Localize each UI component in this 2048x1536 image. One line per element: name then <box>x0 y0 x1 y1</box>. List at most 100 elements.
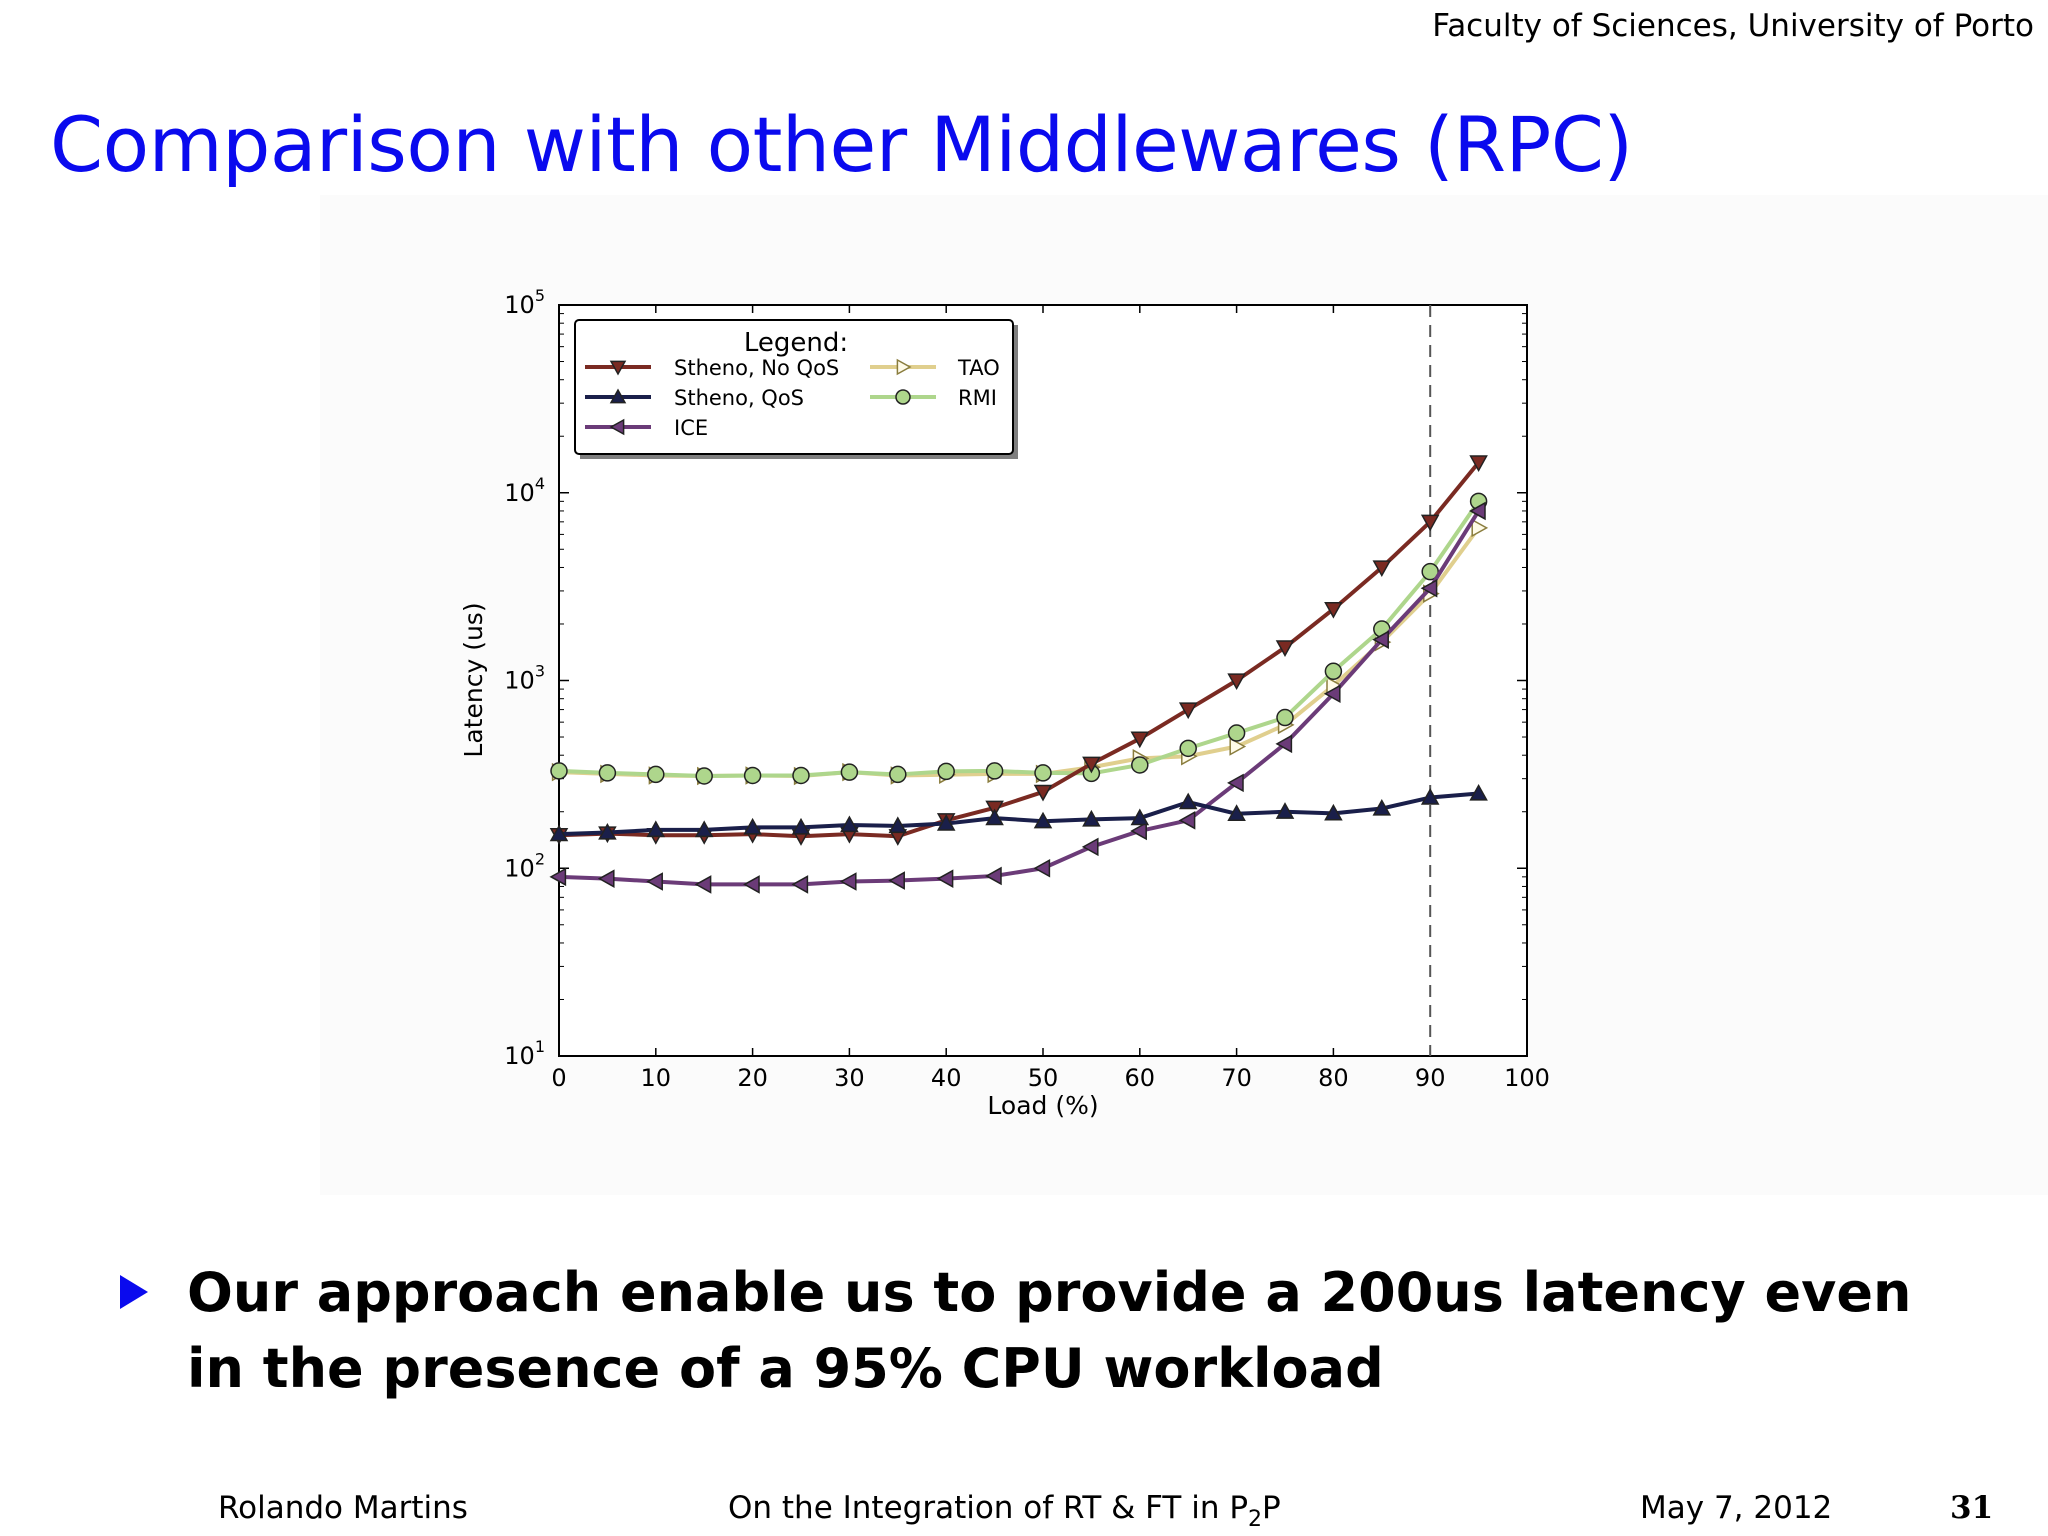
data-point <box>792 766 810 785</box>
x-tick-label: 80 <box>1318 1064 1349 1092</box>
data-point <box>985 866 1002 886</box>
data-point <box>1469 455 1488 472</box>
data-point <box>791 875 809 894</box>
data-point <box>1275 640 1295 657</box>
y-tick-label: 101 <box>504 1037 545 1070</box>
data-point <box>1179 739 1197 758</box>
data-point <box>1324 662 1343 681</box>
y-tick-exponent: 5 <box>535 286 545 305</box>
data-point <box>1372 630 1389 649</box>
legend-item: TAO <box>870 356 1000 380</box>
data-point <box>1421 562 1439 581</box>
y-tick-label: 103 <box>504 662 545 695</box>
data-point <box>1178 811 1196 830</box>
footer-author: Rolando Martins <box>218 1490 468 1526</box>
data-point <box>1469 501 1486 521</box>
data-point <box>694 875 712 894</box>
footer-talk-prefix: On the Integration of RT & FT in P <box>728 1490 1249 1526</box>
y-tick-base: 10 <box>504 667 535 695</box>
data-point <box>840 815 859 833</box>
x-tick-label: 100 <box>1504 1064 1550 1092</box>
x-tick-label: 60 <box>1125 1064 1156 1092</box>
series-line <box>558 509 1481 887</box>
data-point <box>1034 764 1052 782</box>
data-point <box>1227 724 1246 742</box>
x-tick-label: 90 <box>1415 1064 1446 1092</box>
data-point <box>1178 792 1198 810</box>
data-point <box>1420 514 1440 532</box>
footer-date: May 7, 2012 <box>1640 1490 1833 1526</box>
footer-talk-subscript: 2 <box>1248 1507 1263 1532</box>
data-point <box>1420 578 1438 598</box>
data-point <box>840 763 859 781</box>
y-tick-base: 10 <box>504 291 535 319</box>
y-tick-label: 105 <box>504 286 545 319</box>
footer-talk-suffix: P <box>1262 1490 1281 1526</box>
data-point <box>1081 837 1099 857</box>
data-point <box>937 762 955 781</box>
data-point <box>549 824 569 842</box>
legend-label: Stheno, QoS <box>674 386 804 410</box>
data-point <box>1323 684 1341 704</box>
data-point <box>598 822 617 840</box>
data-point <box>1276 708 1294 727</box>
data-point <box>743 766 762 785</box>
data-point <box>609 360 627 376</box>
data-point <box>647 765 665 784</box>
legend-title: Legend: <box>744 328 848 358</box>
legend-label: ICE <box>674 416 708 440</box>
y-tick-label: 102 <box>504 849 545 882</box>
legend-item: ICE <box>585 416 708 440</box>
legend-label: TAO <box>957 356 1000 380</box>
data-point <box>1324 803 1343 821</box>
legend-label: Stheno, No QoS <box>674 356 839 380</box>
data-point <box>1130 821 1147 841</box>
data-point <box>1130 808 1150 826</box>
data-point <box>743 875 760 894</box>
series-line <box>558 791 1479 837</box>
data-point <box>598 764 617 782</box>
data-point <box>936 869 954 888</box>
legend-item: RMI <box>870 386 997 410</box>
data-point <box>1227 804 1246 821</box>
y-tick-label: 104 <box>504 474 545 507</box>
data-point <box>896 358 912 376</box>
y-axis-label: Latency (us) <box>459 602 488 757</box>
x-tick-label: 10 <box>641 1064 672 1092</box>
data-point <box>888 871 905 890</box>
slide-title: Comparison with other Middlewares (RPC) <box>50 100 1633 189</box>
bullet-point: Our approach enable us to provide a 200u… <box>120 1255 1980 1407</box>
affiliation-header: Faculty of Sciences, University of Porto <box>1432 8 2034 44</box>
data-point <box>1420 788 1440 805</box>
data-point <box>1324 601 1343 619</box>
data-point <box>695 767 713 785</box>
series-rmi <box>550 492 1488 785</box>
x-tick-label: 40 <box>931 1064 962 1092</box>
data-point <box>1471 518 1489 538</box>
data-point <box>985 762 1004 780</box>
data-point <box>646 872 663 891</box>
data-point <box>609 388 627 404</box>
y-tick-exponent: 4 <box>535 474 545 493</box>
data-point <box>1372 798 1392 816</box>
data-point <box>839 872 857 891</box>
data-point <box>1229 737 1247 756</box>
y-tick-exponent: 3 <box>535 662 545 681</box>
series-stheno-qos <box>549 783 1488 842</box>
data-point <box>1082 756 1101 774</box>
data-point <box>889 765 907 784</box>
data-point <box>1033 858 1051 878</box>
legend-item: Stheno, No QoS <box>585 356 839 380</box>
data-point <box>1130 731 1150 749</box>
footer-page-number: 31 <box>1950 1490 1994 1526</box>
x-tick-label: 20 <box>737 1064 768 1092</box>
data-point <box>646 820 666 838</box>
legend-item: Stheno, QoS <box>585 386 804 410</box>
y-tick-base: 10 <box>504 479 535 507</box>
data-point <box>1082 809 1101 827</box>
series-ice <box>549 501 1486 894</box>
data-point <box>791 817 811 835</box>
footer-talk-title: On the Integration of RT & FT in P2P <box>728 1490 1281 1532</box>
x-tick-label: 0 <box>551 1064 566 1092</box>
